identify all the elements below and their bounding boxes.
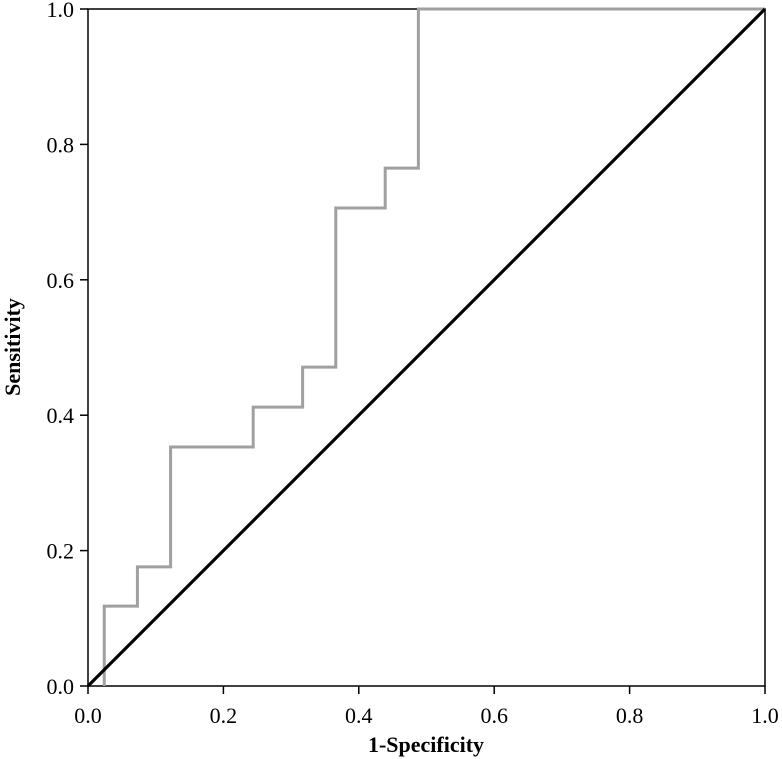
roc-curve-line	[102, 7, 765, 686]
x-tick-label: 0.6	[480, 703, 508, 728]
x-tick-label: 0.0	[74, 703, 102, 728]
y-tick-label: 0.4	[47, 403, 75, 428]
y-tick-label: 0.6	[47, 268, 75, 293]
y-tick-label: 0.8	[47, 132, 75, 157]
y-tick-label: 0.0	[47, 674, 75, 699]
reference-diagonal-line	[86, 7, 767, 688]
x-tick-label: 1.0	[751, 703, 779, 728]
y-tick-label: 0.2	[47, 539, 75, 564]
x-tick-label: 0.4	[345, 703, 373, 728]
y-tick-label: 1.0	[47, 0, 75, 22]
x-tick-label: 0.2	[210, 703, 238, 728]
y-axis-title: Sensitivity	[0, 298, 25, 396]
x-axis-title: 1-Specificity	[368, 732, 484, 757]
x-tick-label: 0.8	[616, 703, 644, 728]
